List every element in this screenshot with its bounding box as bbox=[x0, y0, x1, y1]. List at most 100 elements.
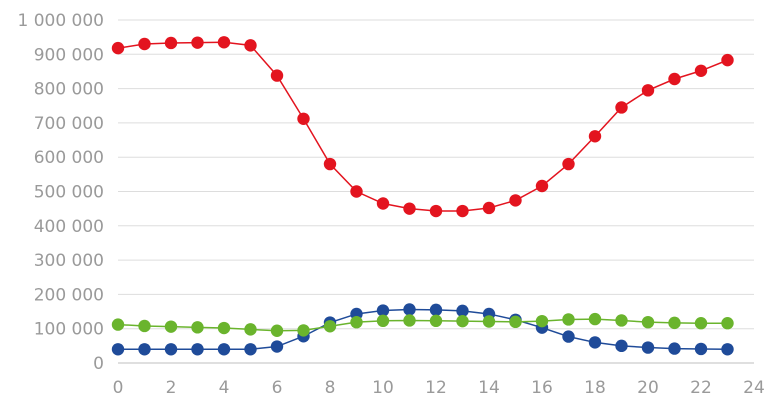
data-point bbox=[694, 64, 708, 77]
data-point bbox=[244, 39, 257, 52]
data-point bbox=[721, 343, 734, 356]
y-tick-label: 500 000 bbox=[34, 183, 104, 203]
data-point bbox=[721, 53, 734, 67]
data-point bbox=[641, 341, 655, 354]
data-point bbox=[350, 185, 363, 198]
data-point bbox=[456, 314, 469, 328]
grid-lines bbox=[118, 19, 754, 330]
x-tick-label: 12 bbox=[425, 378, 447, 398]
series-2 bbox=[111, 303, 734, 356]
data-point bbox=[456, 204, 469, 218]
data-point bbox=[429, 314, 443, 328]
x-tick-label: 10 bbox=[372, 378, 394, 398]
y-tick-label: 900 000 bbox=[34, 45, 104, 65]
data-point bbox=[641, 315, 655, 329]
data-point bbox=[482, 201, 496, 215]
data-point bbox=[350, 315, 363, 329]
data-point bbox=[403, 314, 416, 327]
data-point bbox=[376, 314, 390, 328]
data-point bbox=[270, 324, 284, 337]
data-point bbox=[323, 320, 337, 333]
data-point bbox=[535, 314, 549, 328]
data-point bbox=[217, 321, 231, 335]
y-tick-label: 0 bbox=[93, 354, 104, 374]
data-point bbox=[297, 324, 310, 337]
data-point bbox=[429, 204, 443, 218]
y-tick-label: 700 000 bbox=[34, 114, 104, 134]
data-point bbox=[111, 41, 125, 55]
y-tick-label: 300 000 bbox=[34, 251, 104, 271]
data-point bbox=[588, 336, 602, 349]
data-point bbox=[270, 69, 284, 82]
data-point bbox=[615, 101, 628, 114]
data-point bbox=[164, 320, 178, 333]
data-point bbox=[509, 315, 522, 329]
data-point bbox=[403, 303, 416, 316]
x-tick-label: 24 bbox=[743, 378, 765, 398]
data-point bbox=[562, 313, 575, 326]
data-point bbox=[668, 72, 681, 86]
data-point bbox=[217, 343, 231, 356]
data-point bbox=[138, 37, 151, 51]
data-point bbox=[138, 343, 151, 356]
data-point bbox=[244, 323, 257, 336]
x-tick-label: 20 bbox=[637, 378, 659, 398]
data-point bbox=[694, 317, 708, 330]
x-tick-label: 14 bbox=[478, 378, 500, 398]
data-point bbox=[297, 112, 310, 125]
data-point bbox=[562, 330, 575, 343]
data-point bbox=[535, 179, 549, 193]
data-point bbox=[721, 317, 734, 330]
data-point bbox=[509, 194, 522, 207]
data-point bbox=[456, 304, 469, 318]
data-point bbox=[376, 197, 390, 210]
data-point bbox=[588, 312, 602, 326]
x-tick-label: 6 bbox=[272, 378, 283, 398]
data-point bbox=[694, 342, 708, 356]
data-series bbox=[111, 36, 734, 356]
y-tick-label: 200 000 bbox=[34, 285, 104, 305]
data-point bbox=[217, 36, 231, 49]
y-tick-label: 100 000 bbox=[34, 320, 104, 340]
data-point bbox=[588, 130, 602, 143]
data-point bbox=[562, 157, 575, 171]
data-point bbox=[244, 343, 257, 356]
data-point bbox=[641, 84, 655, 97]
data-point bbox=[270, 340, 284, 353]
y-tick-label: 600 000 bbox=[34, 148, 104, 168]
data-point bbox=[482, 315, 496, 328]
x-tick-label: 0 bbox=[113, 378, 124, 398]
data-point bbox=[138, 319, 151, 333]
x-tick-label: 18 bbox=[584, 378, 606, 398]
series-1 bbox=[111, 36, 734, 218]
y-tick-label: 400 000 bbox=[34, 217, 104, 237]
data-point bbox=[615, 339, 628, 353]
tick-labels: 0 100 000 200 000 300 000 400 000 500 000 600 … bbox=[17, 11, 764, 398]
x-tick-label: 22 bbox=[690, 378, 712, 398]
data-point bbox=[111, 318, 125, 331]
data-point bbox=[111, 343, 125, 356]
series-line bbox=[118, 308, 728, 351]
x-tick-label: 4 bbox=[219, 378, 230, 398]
data-point bbox=[403, 202, 416, 215]
x-tick-label: 8 bbox=[325, 378, 336, 398]
data-point bbox=[615, 314, 628, 327]
data-point bbox=[191, 343, 204, 356]
series-line bbox=[117, 41, 728, 212]
data-point bbox=[164, 36, 178, 50]
data-point bbox=[323, 157, 337, 171]
x-tick-label: 2 bbox=[166, 378, 177, 398]
series-3 bbox=[111, 312, 734, 337]
data-point bbox=[376, 304, 390, 317]
y-tick-label: 800 000 bbox=[34, 80, 104, 100]
data-point bbox=[191, 321, 204, 334]
x-tick-label: 16 bbox=[531, 378, 553, 398]
data-point bbox=[429, 303, 443, 317]
data-point bbox=[164, 343, 178, 356]
data-point bbox=[668, 342, 681, 355]
y-tick-label: 1 000 000 bbox=[17, 11, 104, 31]
data-point bbox=[191, 36, 204, 49]
data-point bbox=[668, 316, 681, 330]
